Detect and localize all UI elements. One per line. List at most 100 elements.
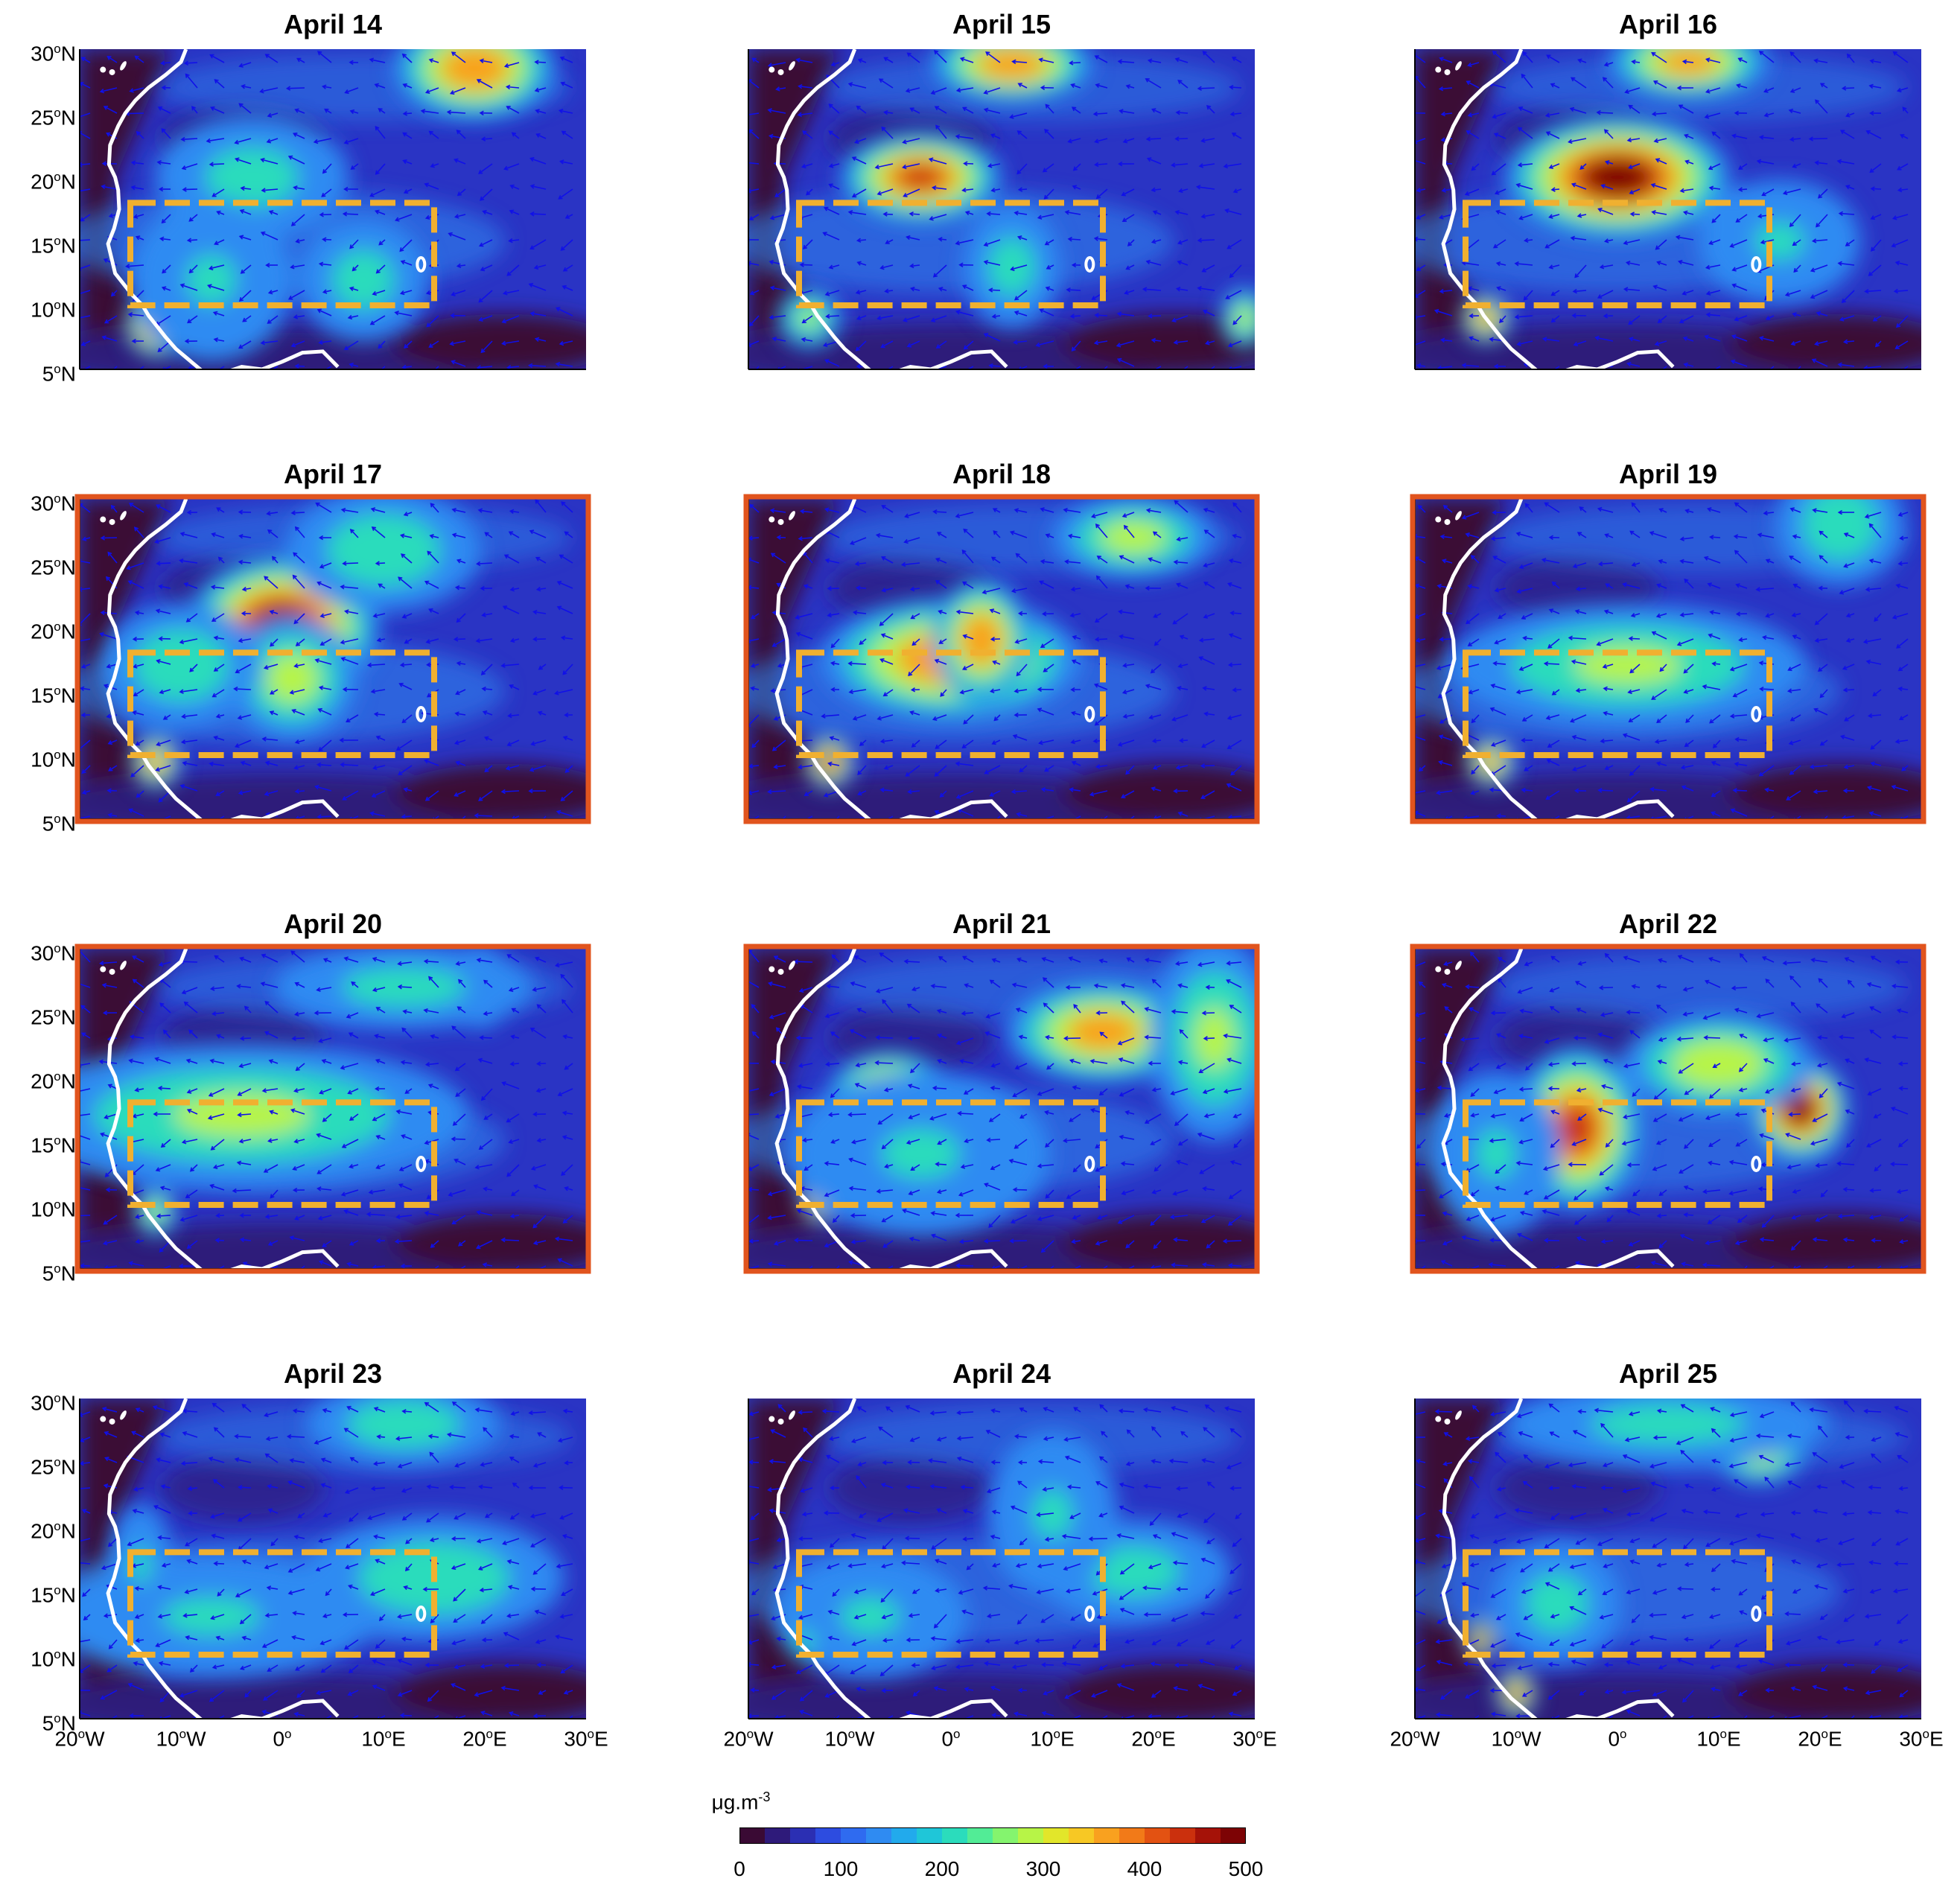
wind-vector	[1732, 284, 1748, 291]
wind-arrowhead	[483, 979, 489, 984]
wind-arrowhead	[106, 56, 112, 60]
wind-vector	[1683, 1012, 1694, 1016]
wind-arrowhead	[80, 712, 86, 718]
wind-vector	[938, 1034, 947, 1039]
wind-vector	[1491, 765, 1506, 776]
wind-vector	[317, 51, 332, 63]
wind-arrowhead	[483, 1116, 489, 1120]
wind-arrowhead	[339, 737, 344, 743]
wind-arrowhead	[938, 955, 944, 961]
wind-arrowhead	[1571, 182, 1576, 188]
wind-vector	[832, 954, 840, 963]
wind-vector	[938, 1189, 947, 1193]
wind-vector	[1632, 562, 1641, 566]
wind-vector	[803, 239, 813, 249]
wind-vector	[877, 315, 894, 319]
wind-vector	[1439, 761, 1453, 766]
hotspot-contour	[266, 653, 319, 703]
wind-arrowhead	[261, 1088, 267, 1093]
wind-arrowhead	[876, 315, 882, 321]
y-tick-label: 15oN	[5, 680, 76, 707]
wind-arrowhead	[1762, 634, 1767, 640]
wind-vector	[881, 739, 894, 742]
wind-vector	[180, 284, 198, 291]
wind-vector	[563, 736, 573, 741]
wind-vector	[931, 315, 947, 322]
wind-vector	[537, 1139, 547, 1142]
y-tick-hemisphere: N	[60, 1133, 76, 1157]
wind-arrowhead	[1202, 309, 1208, 314]
wind-arrowhead	[562, 1408, 568, 1414]
wind-vector	[455, 214, 466, 218]
wind-vector	[1629, 188, 1641, 194]
wind-arrowhead	[1845, 1109, 1851, 1114]
wind-vector	[502, 1082, 520, 1089]
wind-arrowhead	[1227, 1263, 1233, 1268]
wind-vector	[959, 1189, 974, 1196]
wind-vector	[1438, 366, 1453, 369]
wind-arrowhead	[1521, 737, 1526, 743]
wind-vector	[1844, 340, 1855, 343]
wind-vector	[352, 264, 359, 271]
wind-arrowhead	[1439, 534, 1445, 539]
wind-vector	[1735, 1240, 1748, 1244]
wind-vector	[1731, 809, 1748, 817]
wind-arrowhead	[1896, 1008, 1902, 1014]
wind-vector	[1789, 214, 1801, 227]
wind-vector	[1792, 613, 1801, 617]
wind-arrowhead	[1524, 503, 1530, 508]
wind-arrowhead	[1410, 159, 1414, 162]
wind-arrowhead	[935, 344, 941, 349]
wind-arrowhead	[829, 736, 834, 741]
wind-vector	[1789, 109, 1801, 114]
wind-vector	[1466, 1164, 1480, 1172]
wind-arrowhead	[132, 636, 138, 642]
wind-arrowhead	[1206, 1244, 1211, 1249]
wind-vector	[179, 638, 198, 643]
wind-arrowhead	[81, 536, 87, 541]
wind-vector	[534, 1240, 547, 1244]
degree-mark: o	[54, 1133, 61, 1148]
wind-vector	[1037, 1215, 1054, 1221]
y-tick-label: 25oN	[5, 552, 76, 579]
wind-arrowhead	[1119, 1092, 1124, 1097]
wind-arrowhead	[1784, 292, 1790, 297]
wind-arrowhead	[366, 1212, 372, 1217]
wind-arrowhead	[110, 292, 116, 297]
wind-arrowhead	[1063, 507, 1068, 513]
wind-vector	[370, 188, 386, 197]
wind-arrowhead	[1868, 811, 1874, 816]
wind-arrowhead	[1018, 366, 1022, 369]
wind-arrowhead	[1524, 961, 1530, 967]
map-panel	[74, 944, 591, 1274]
wind-arrowhead	[1899, 1217, 1904, 1222]
wind-arrowhead	[319, 564, 325, 569]
wind-arrowhead	[424, 759, 429, 764]
wind-vector	[1440, 290, 1453, 293]
degree-mark: o	[54, 106, 61, 120]
wind-arrowhead	[1496, 813, 1501, 818]
wind-vector	[1072, 340, 1081, 351]
wind-arrowhead	[161, 85, 166, 90]
lake-chad	[416, 255, 427, 273]
wind-vector	[288, 290, 305, 300]
wind-arrowhead	[1018, 1034, 1023, 1040]
wind-vector	[1522, 51, 1533, 63]
wind-vector	[1846, 613, 1855, 617]
wind-vector	[1789, 739, 1801, 745]
hotspot-contour	[187, 255, 236, 305]
wind-vector	[1204, 1037, 1215, 1040]
wind-vector	[887, 366, 894, 369]
wind-arrowhead	[372, 613, 378, 618]
wind-arrowhead	[1868, 559, 1874, 564]
wind-vector	[770, 315, 786, 319]
wind-arrowhead	[1814, 160, 1819, 165]
wind-vector	[324, 109, 332, 114]
wind-vector	[290, 689, 305, 694]
wind-arrowhead	[343, 1209, 349, 1215]
wind-arrowhead	[955, 87, 961, 93]
wind-vector	[1014, 509, 1028, 513]
wind-vector	[1148, 558, 1162, 564]
wind-arrowhead	[962, 955, 967, 961]
wind-vector	[241, 1238, 252, 1241]
